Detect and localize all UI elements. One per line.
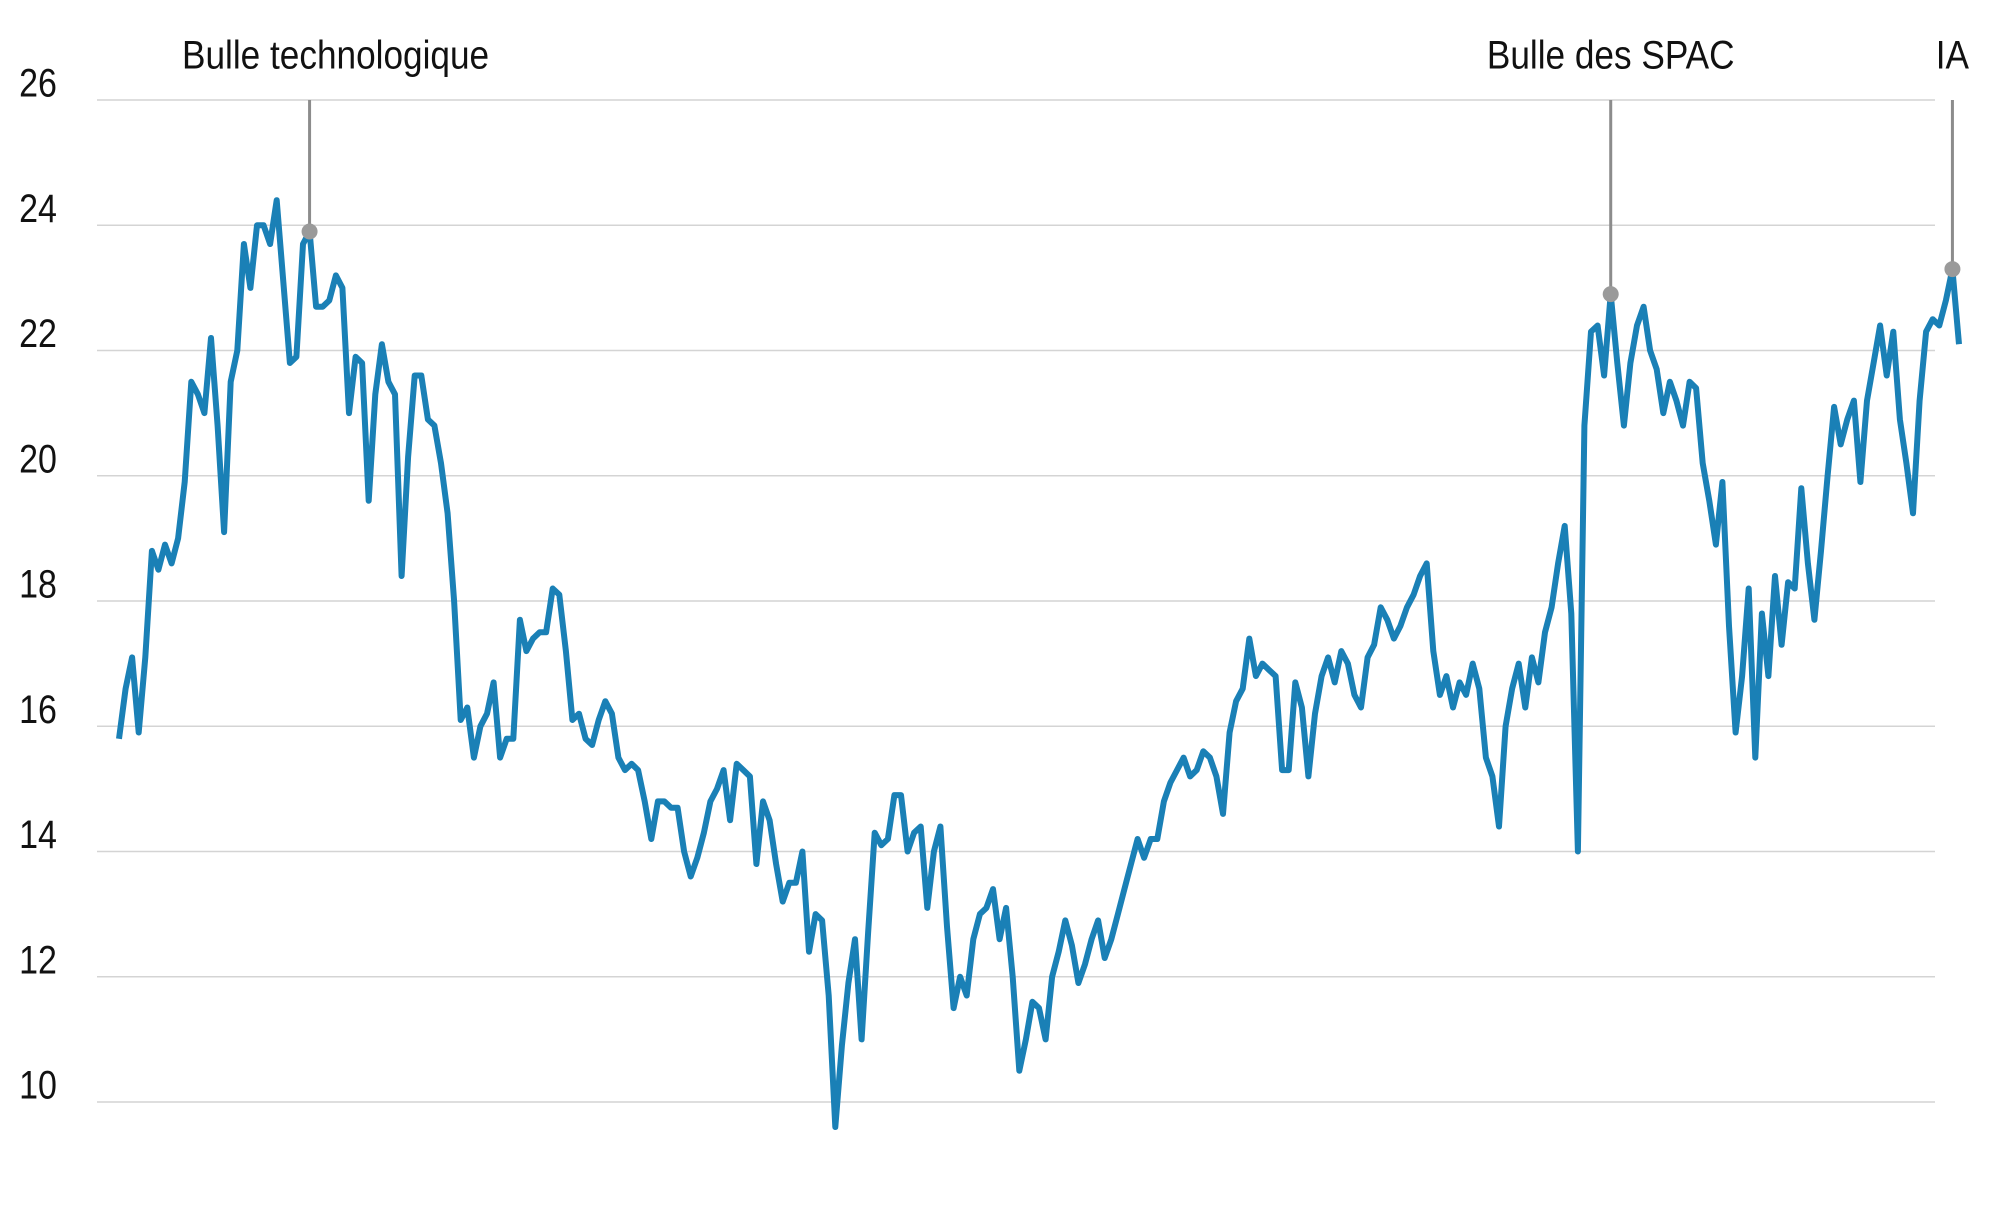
y-tick-label: 12: [19, 937, 57, 982]
annotation-label: Bulle technologique: [182, 32, 489, 77]
data-line: [116, 197, 1962, 1130]
annotation-label: Bulle des SPAC: [1487, 32, 1735, 77]
y-tick-label: 20: [19, 436, 57, 481]
annotation-dot: [1944, 261, 1961, 278]
annotation-dot: [301, 223, 318, 240]
y-tick-label: 14: [19, 811, 57, 856]
y-tick-label: 26: [19, 60, 57, 105]
y-tick-label: 24: [19, 185, 57, 230]
annotation-dot: [1602, 286, 1619, 303]
y-tick-label: 22: [19, 310, 57, 355]
y-tick-label: 18: [19, 561, 57, 606]
y-tick-label: 16: [19, 686, 57, 731]
annotation-label: IA: [1936, 32, 1970, 77]
y-tick-label: 10: [19, 1062, 57, 1107]
